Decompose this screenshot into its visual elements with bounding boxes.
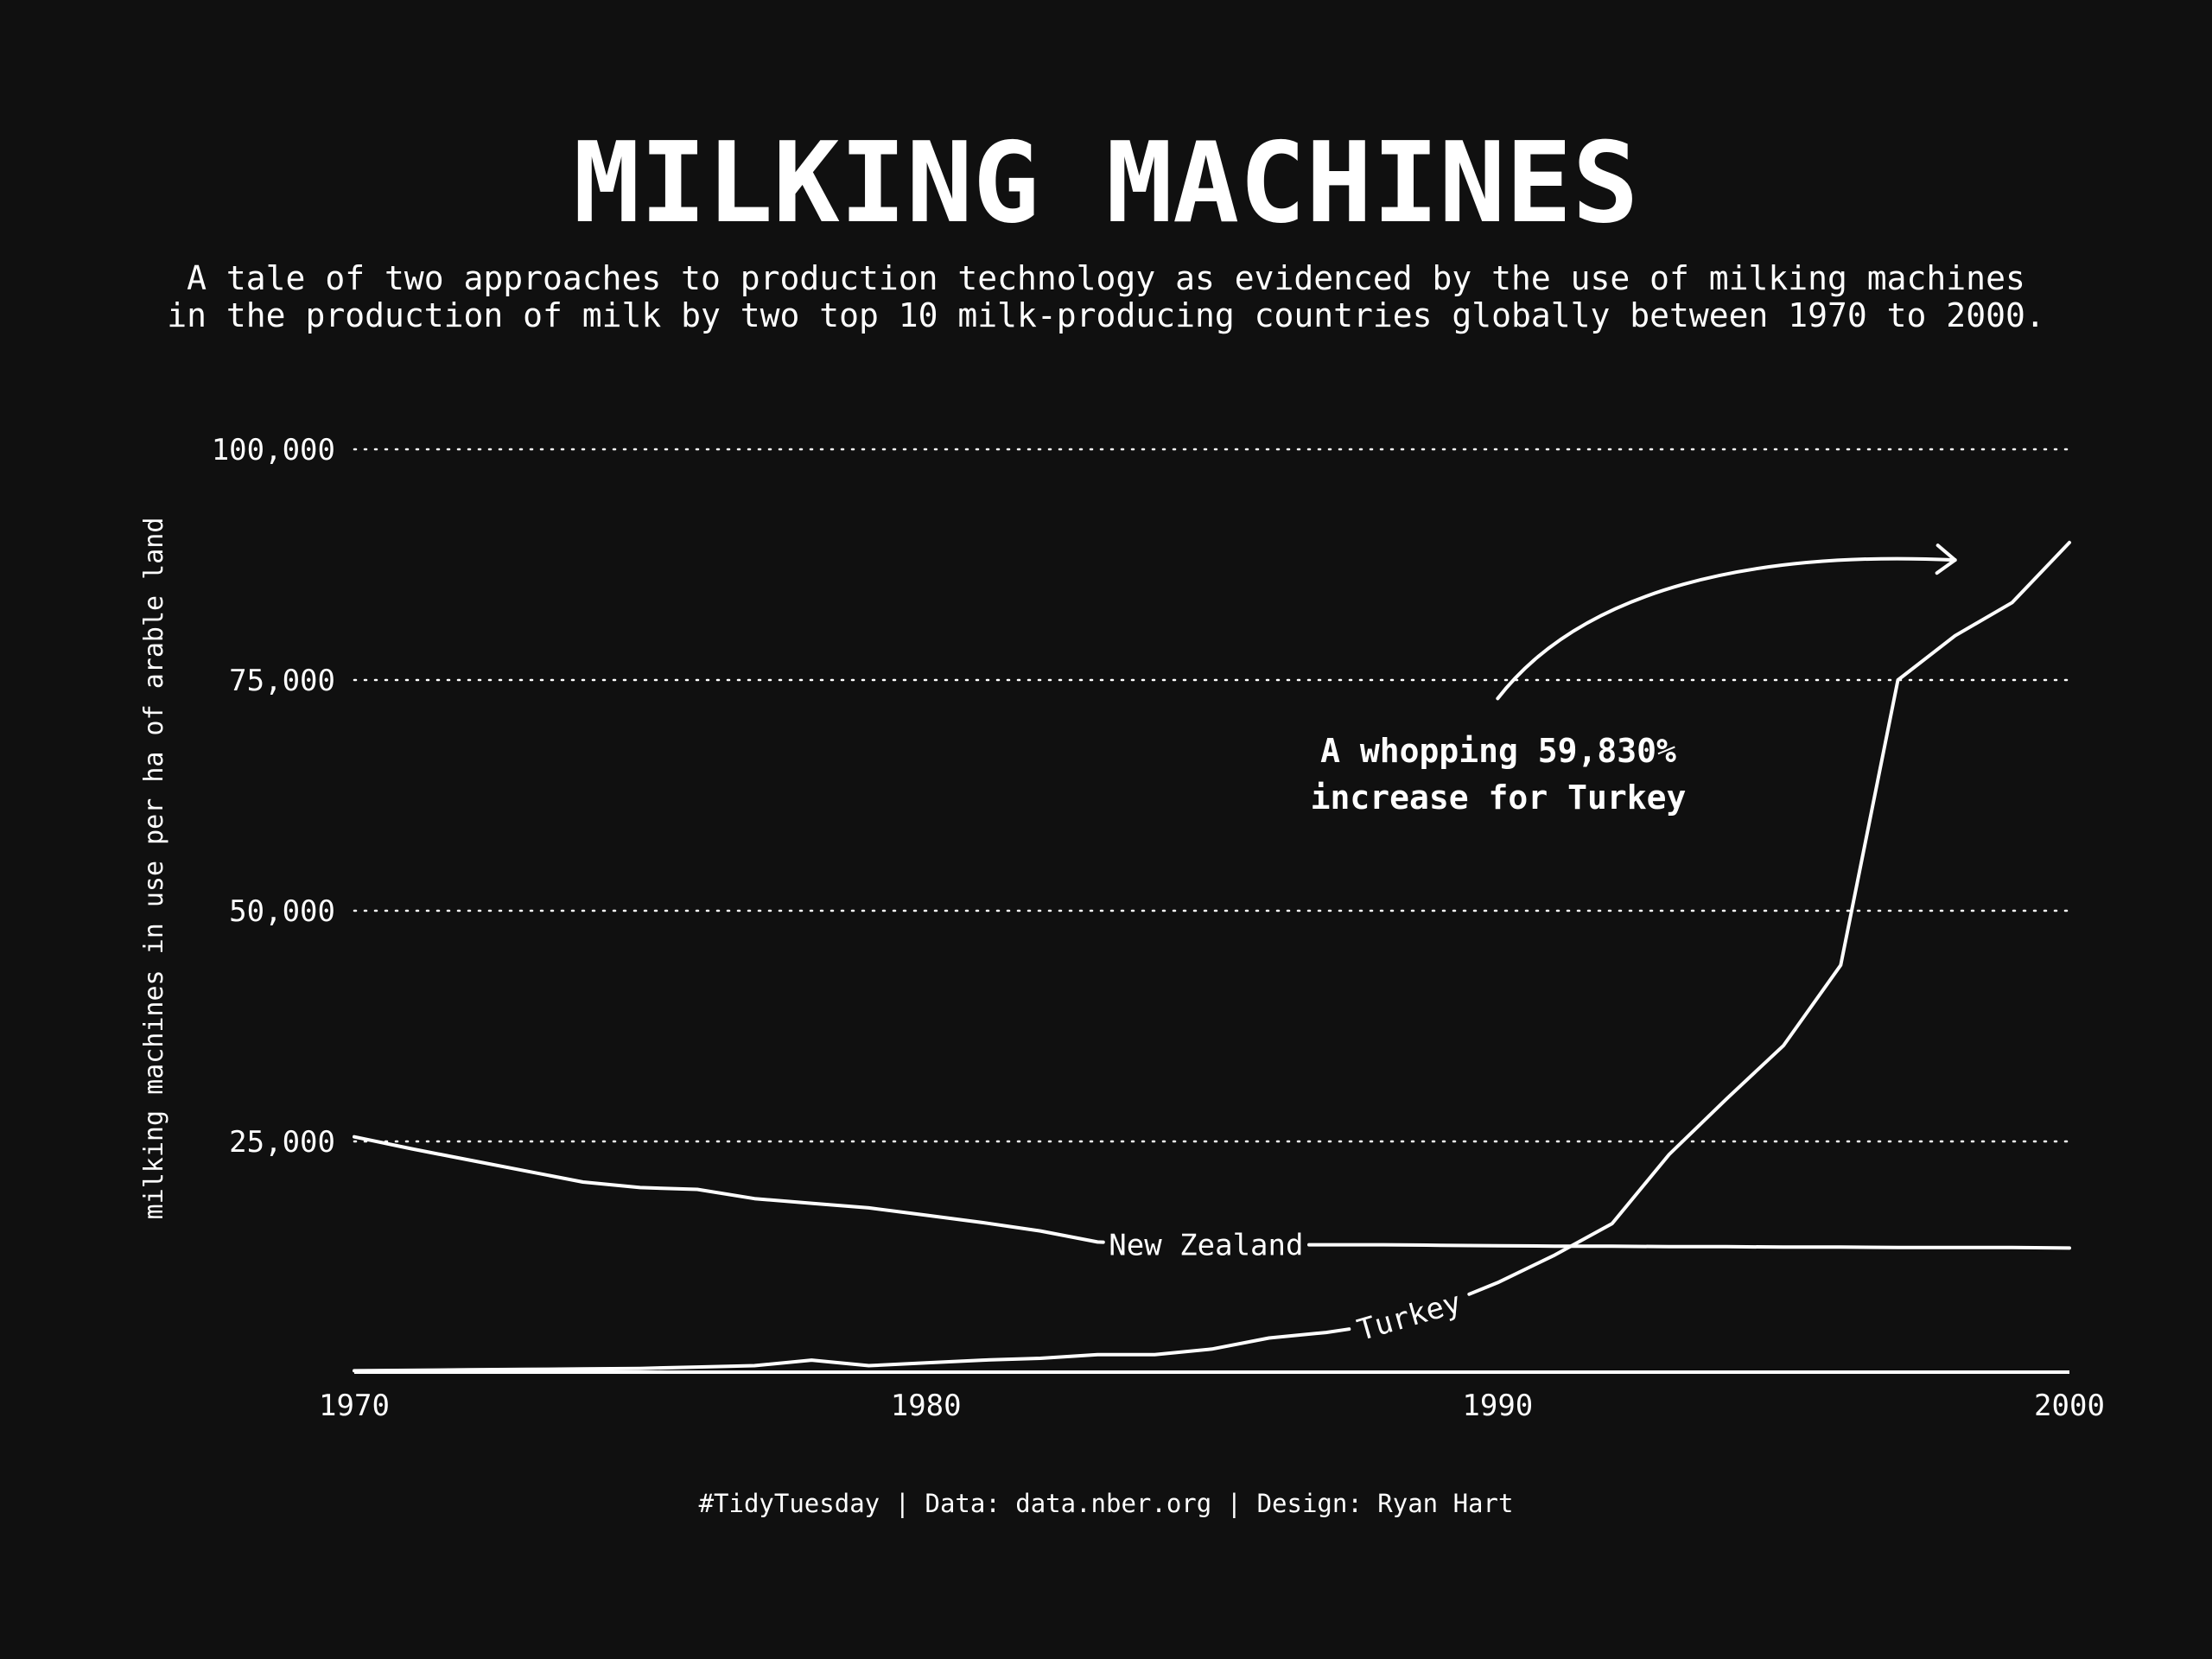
series-label: New Zealand — [1109, 1229, 1303, 1263]
y-axis-ticks: 25,000 50,000 75,000 100,000 — [212, 433, 335, 1160]
chart-title: MILKING MACHINES — [574, 119, 1639, 248]
annotation-line-2: increase for Turkey — [1311, 779, 1687, 817]
caption: #TidyTuesday | Data: data.nber.org | Des… — [699, 1489, 1514, 1518]
annotation-arrow — [1496, 556, 1957, 701]
gridlines — [353, 448, 2071, 1143]
chart-subtitle-line-1: A tale of two approaches to production t… — [187, 259, 2025, 297]
chart-subtitle-line-2: in the production of milk by two top 10 … — [167, 296, 2044, 334]
series-label: Turkey — [1353, 1285, 1465, 1348]
series-line — [353, 1135, 1105, 1244]
x-tick-label: 1990 — [1462, 1389, 1533, 1423]
y-tick-label: 50,000 — [229, 894, 335, 929]
y-axis-label: milking machines in use per ha of arable… — [139, 518, 169, 1220]
series-lines — [353, 540, 2071, 1373]
x-tick-label: 1980 — [891, 1389, 962, 1423]
series-line — [1307, 1243, 2071, 1250]
x-axis-ticks: 1970 1980 1990 2000 — [319, 1389, 2105, 1423]
y-tick-label: 25,000 — [229, 1125, 335, 1160]
y-tick-label: 100,000 — [212, 433, 335, 467]
series-line — [1467, 540, 2071, 1296]
annotation-arrowhead — [1935, 543, 1957, 575]
annotation-line-1: A whopping 59,830% — [1320, 732, 1676, 770]
x-tick-label: 2000 — [2034, 1389, 2105, 1423]
y-tick-label: 75,000 — [229, 664, 335, 698]
x-tick-label: 1970 — [319, 1389, 390, 1423]
series-line — [353, 1327, 1351, 1373]
